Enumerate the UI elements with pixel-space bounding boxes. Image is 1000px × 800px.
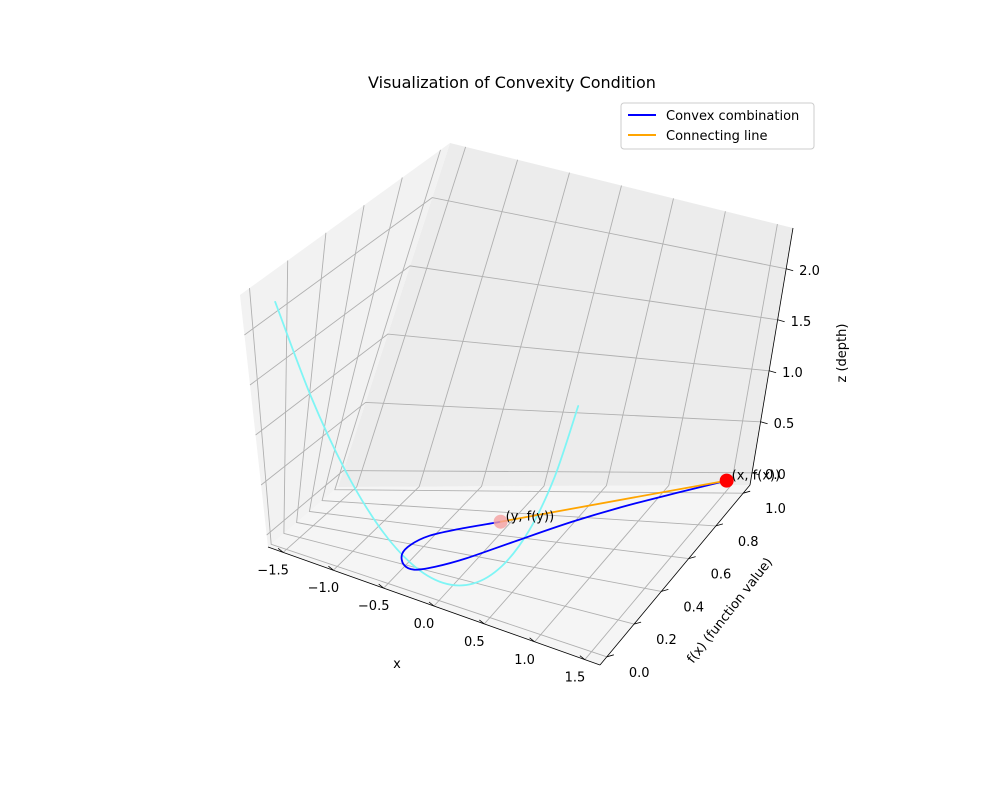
legend-frame (620, 102, 815, 150)
grid-line-x (383, 172, 570, 589)
x-tick-mark (378, 583, 384, 589)
y-axis-line (599, 484, 751, 666)
point-y-fy-label: (y, f(y)) (506, 510, 555, 525)
point-x-fx-marker (719, 473, 734, 488)
y-tick-label: 0.4 (683, 600, 704, 615)
y-tick-label: 1.0 (765, 502, 786, 517)
y-tick-label: 0.0 (629, 666, 650, 681)
y-tick-label: 0.8 (738, 535, 759, 550)
floor-pane (268, 485, 750, 665)
plot-data: (x, f(x)) (y, f(y)) (274, 301, 781, 587)
z-tick-label: 2.0 (799, 264, 820, 279)
x-tick-label: 1.0 (514, 653, 535, 668)
x-axis-label: x (393, 657, 401, 672)
z-tick-label: 1.0 (782, 366, 803, 381)
grid-line-y (296, 232, 662, 592)
legend-label-convex-combination: Convex combination (666, 109, 799, 124)
point-x-fx-label: (x, f(x)) (732, 469, 781, 484)
z-tick-mark (760, 421, 768, 425)
z-tick-label: 0.0 (765, 468, 786, 483)
grid-line-y (249, 288, 607, 658)
y-tick-mark (743, 490, 751, 494)
grid-line-z (260, 401, 761, 486)
z-tick-mark (786, 268, 794, 272)
x-tick-label: 0.0 (414, 617, 435, 632)
side-pane (240, 143, 450, 547)
legend-label-connecting-line: Connecting line (666, 129, 767, 144)
y-tick-mark (633, 621, 642, 625)
z-axis-line (749, 227, 794, 486)
x-tick-label: −1.5 (257, 563, 289, 578)
x-tick-mark (529, 637, 535, 643)
grid-line-x (433, 185, 622, 607)
grid-line-z (266, 470, 753, 536)
y-tick-mark (688, 556, 696, 560)
grid-line-z (249, 265, 778, 386)
z-tick-label: 1.5 (791, 315, 812, 330)
x-tick-label: −0.5 (358, 599, 390, 614)
legend: Convex combination Connecting line (620, 102, 815, 150)
x-tick-mark (479, 619, 485, 625)
tick-marks: −1.5 −1.0 −0.5 0.0 0.5 1.0 1.5 0.0 0.2 0.4 0.6 0.8 1… (257, 264, 820, 686)
grid-line-y (283, 260, 635, 625)
y-tick-mark (606, 654, 614, 658)
x-tick-label: 1.5 (565, 671, 586, 686)
chart-title: Visualization of Convexity Condition (368, 73, 656, 92)
grid-line-y (308, 205, 689, 560)
series-convex-combination (400, 479, 728, 571)
point-y-fy-marker (493, 514, 508, 529)
z-tick-mark (751, 472, 760, 476)
series-parabola (274, 301, 580, 587)
y-tick-mark (661, 588, 669, 592)
series-connecting-line (499, 479, 728, 523)
grid-line-x (534, 211, 726, 643)
x-tick-mark (428, 601, 435, 607)
grid-line-x (333, 159, 519, 571)
x-tick-label: −1.0 (308, 581, 340, 596)
grid-line-y (334, 149, 744, 494)
grid-line-z (255, 333, 770, 436)
x-tick-label: 0.5 (464, 635, 485, 650)
grid-line-x (483, 198, 674, 625)
y-tick-label: 0.2 (656, 633, 677, 648)
x-tick-mark (328, 565, 334, 571)
grid-line-x (282, 146, 467, 553)
x-tick-mark (579, 655, 586, 660)
grid-lines (244, 146, 787, 660)
y-tick-label: 0.6 (711, 568, 732, 583)
x-tick-mark (277, 548, 284, 553)
z-tick-mark (777, 319, 785, 323)
z-tick-label: 0.5 (774, 417, 795, 432)
z-tick-mark (769, 370, 777, 374)
grid-line-z (244, 197, 787, 336)
axis-panes (240, 143, 793, 665)
z-axis-label: z (depth) (835, 324, 850, 383)
back-pane (338, 143, 793, 487)
y-tick-mark (715, 523, 724, 527)
